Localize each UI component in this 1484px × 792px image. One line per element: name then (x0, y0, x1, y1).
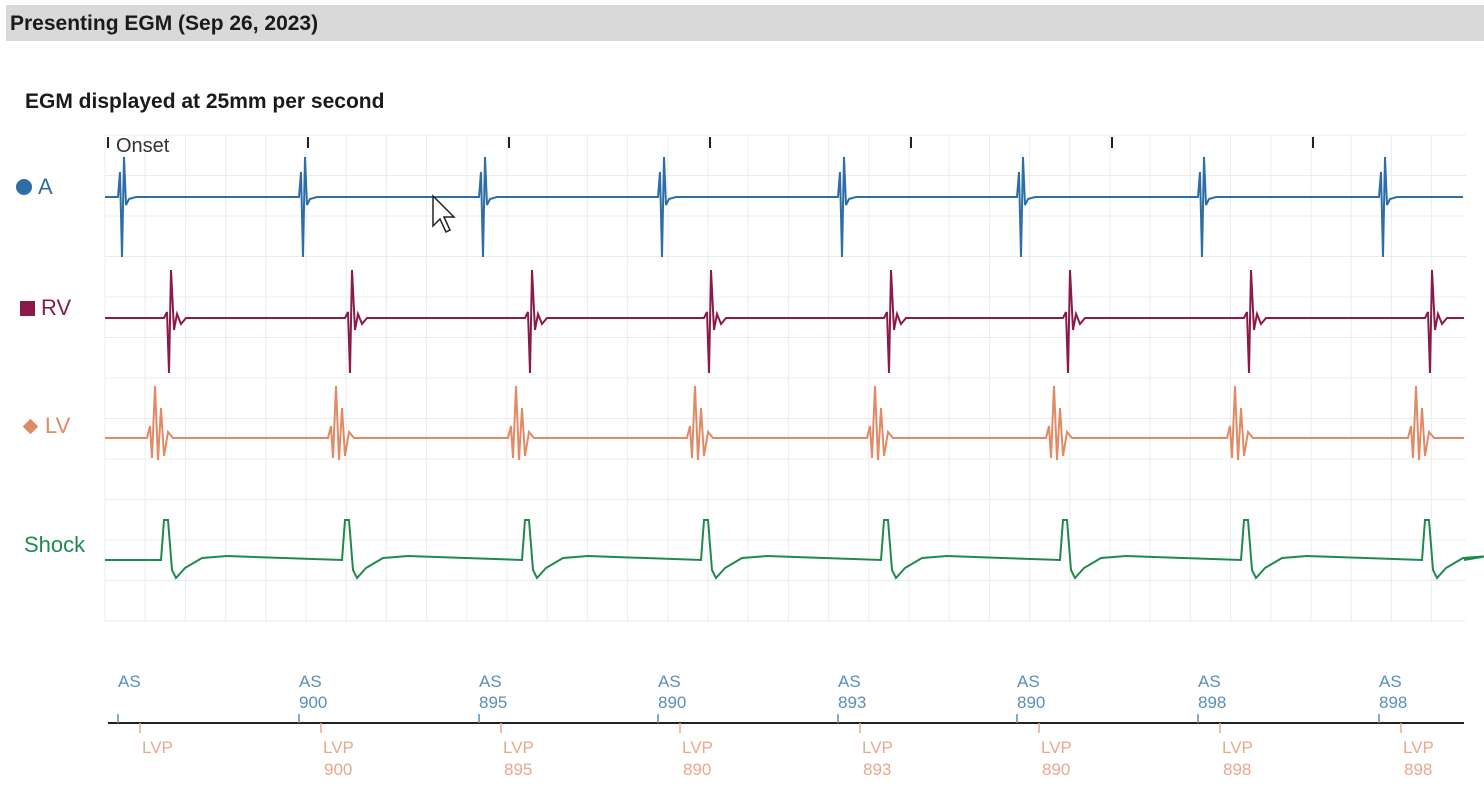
ventricular-marker-label: LVP (862, 738, 893, 757)
atrial-marker-label: AS (1379, 672, 1402, 691)
channel-name: LV (45, 413, 71, 438)
atrial-marker-label: AS (299, 672, 322, 691)
ventricular-marker-label: LVP (1403, 738, 1434, 757)
trace-shock (105, 519, 1484, 580)
ventricular-marker-label: LVP (503, 738, 534, 757)
header-bar: Presenting EGM (Sep 26, 2023) (6, 5, 1484, 41)
trace-a (105, 156, 1463, 258)
atrial-interval-label: 900 (299, 693, 327, 712)
square-marker-icon (20, 300, 35, 316)
channel-label-a: A (16, 174, 53, 200)
atrial-interval-label: 895 (479, 693, 507, 712)
atrial-marker-label: AS (658, 672, 681, 691)
ventricular-interval-label: 890 (1042, 760, 1070, 779)
mouse-cursor-icon (432, 194, 456, 234)
chart-grid (104, 134, 1466, 622)
atrial-marker-label: AS (838, 672, 861, 691)
atrial-marker-label: AS (1017, 672, 1040, 691)
circle-marker-icon (16, 179, 32, 195)
ventricular-interval-label: 893 (863, 760, 891, 779)
ventricular-marker-label: LVP (142, 738, 173, 757)
ventricular-marker-label: LVP (682, 738, 713, 757)
onset-label: Onset (116, 135, 170, 157)
ventricular-interval-label: 890 (683, 760, 711, 779)
channel-label-lv: LV (22, 413, 70, 439)
atrial-interval-label: 893 (838, 693, 866, 712)
atrial-interval-label: 898 (1198, 693, 1226, 712)
ventricular-marker-label: LVP (1222, 738, 1253, 757)
ventricular-interval-label: 898 (1404, 760, 1432, 779)
atrial-marker-label: AS (479, 672, 502, 691)
page-title: Presenting EGM (Sep 26, 2023) (10, 12, 319, 35)
chart-subtitle: EGM displayed at 25mm per second (25, 90, 385, 113)
trace-rv (105, 269, 1464, 374)
atrial-interval-label: 898 (1379, 693, 1407, 712)
atrial-interval-label: 890 (1017, 693, 1045, 712)
channel-label-rv: RV (20, 295, 71, 321)
channel-name: Shock (24, 532, 86, 557)
trace-lv (105, 385, 1464, 461)
ventricular-marker-label: LVP (1041, 738, 1072, 757)
channel-name: RV (41, 295, 72, 320)
ventricular-interval-label: 900 (324, 760, 352, 779)
ventricular-marker-label: LVP (323, 738, 354, 757)
ventricular-interval-label: 895 (504, 760, 532, 779)
atrial-interval-label: 890 (658, 693, 686, 712)
channel-name: A (38, 174, 53, 199)
atrial-marker-label: AS (1198, 672, 1221, 691)
channel-label-shock: Shock (24, 532, 85, 558)
atrial-marker-label: AS (118, 672, 141, 691)
ventricular-interval-label: 898 (1223, 760, 1251, 779)
